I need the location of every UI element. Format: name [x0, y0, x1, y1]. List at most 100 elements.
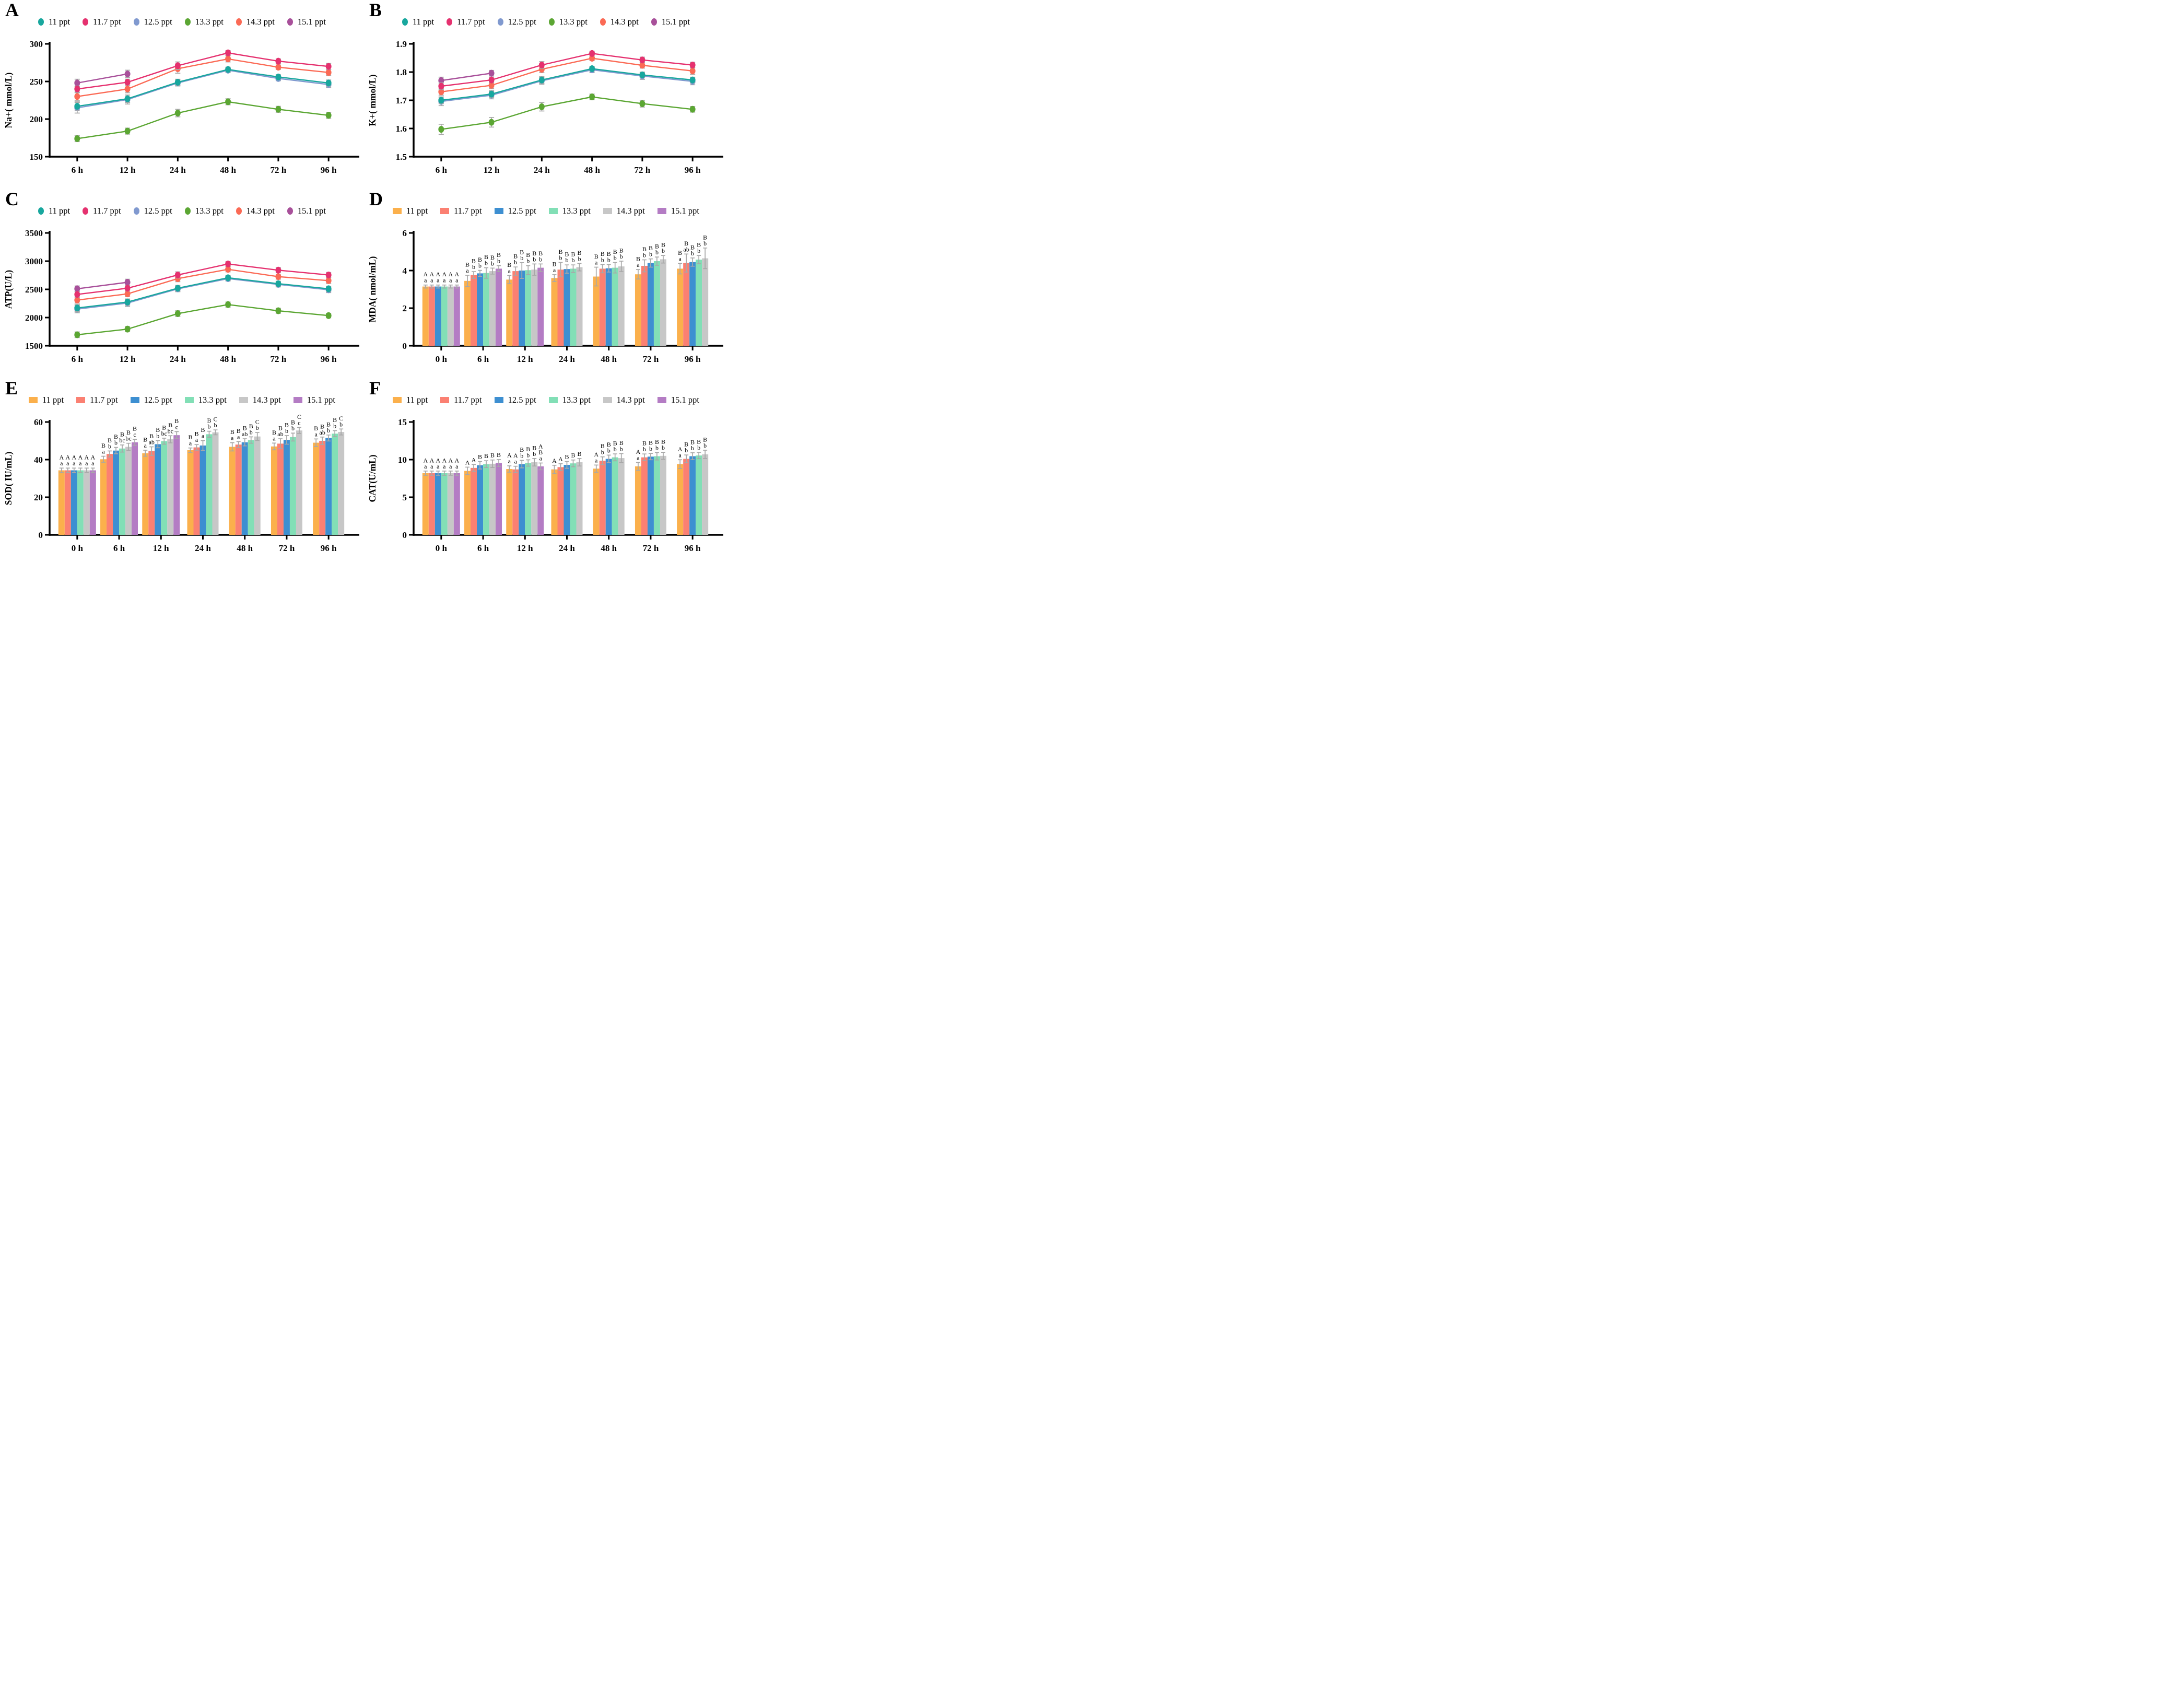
- bar-12.5ppt: [325, 438, 332, 535]
- k-line-chart: 1.5 1.6 1.7 1.8 1.9 K+( mmol/L) 6 h 12 h 24 h 48 …: [367, 39, 723, 175]
- stat-letter: b: [620, 253, 623, 260]
- panel-e-sod-bar-chart: E 11 ppt 11.7 ppt 12.5 ppt 13.3 ppt 14.3 ppt…: [0, 378, 364, 567]
- bar-12.5ppt: [605, 268, 612, 346]
- bar-14.3ppt: [660, 259, 666, 346]
- stat-letter: B: [607, 250, 611, 257]
- legend-label: 14.3 ppt: [616, 206, 645, 216]
- error-bar: [606, 264, 611, 273]
- error-bar: [436, 471, 440, 476]
- x-tick-label: 96 h: [685, 543, 701, 553]
- marker: [438, 77, 444, 84]
- bar-11.7ppt: [641, 457, 648, 535]
- mda-bar-chart: 0 2 4 6 MDA( nmol/mL) 0 h 6 h 12 h 24 h 48 h 72 h 9…: [367, 228, 723, 364]
- legend-row: 11 ppt 11.7 ppt 12.5 ppt 13.3 ppt 14.3 ppt 15…: [364, 17, 728, 27]
- x-tick-label: 72 h: [271, 165, 287, 175]
- stat-letter: A: [678, 446, 683, 453]
- bar-11ppt: [464, 471, 471, 535]
- error-bar: [684, 253, 689, 273]
- y-tick-label: 1.6: [396, 124, 407, 134]
- stat-letter: A: [59, 454, 64, 461]
- y-tick-label: 250: [30, 77, 43, 87]
- y-tick-label: 0: [39, 530, 43, 540]
- marker: [438, 97, 444, 104]
- marker: [174, 285, 181, 292]
- error-bar: [538, 462, 543, 471]
- marker: [275, 106, 281, 113]
- stat-letter: a: [508, 267, 511, 274]
- stat-letter: B: [520, 248, 524, 255]
- legend-label: 11 ppt: [42, 395, 64, 405]
- marker: [689, 106, 696, 113]
- marker: [639, 62, 645, 69]
- stat-letter: b: [539, 255, 542, 263]
- legend-item: 12.5 ppt: [130, 395, 172, 405]
- stat-letter: B: [526, 251, 530, 259]
- bar-14.3ppt: [531, 270, 538, 346]
- panel-letter-c: C: [5, 189, 19, 209]
- error-bar: [497, 459, 501, 467]
- marker: [174, 109, 181, 116]
- legend-dot-icon: [287, 18, 293, 26]
- x-tick-label: 48 h: [601, 354, 617, 364]
- stat-letter: a: [514, 458, 518, 465]
- stat-letter: A: [465, 459, 470, 466]
- stat-letter: B: [532, 250, 536, 257]
- marker: [124, 127, 131, 135]
- y-tick-label: 3500: [25, 228, 43, 238]
- legend-swatch-icon: [29, 397, 38, 403]
- legend-swatch-icon: [76, 397, 86, 403]
- bar-11ppt: [506, 279, 513, 346]
- stat-letter: a: [637, 454, 640, 461]
- marker: [124, 285, 131, 292]
- bar-13.3ppt: [248, 440, 254, 535]
- line-series-11ppt: [77, 68, 329, 107]
- stat-letter: A: [429, 456, 434, 464]
- error-bar: [59, 467, 64, 473]
- stat-letter: B: [571, 251, 575, 258]
- stat-letter: b: [578, 255, 581, 262]
- legend-dot-icon: [38, 18, 44, 26]
- y-tick-label: 2500: [25, 285, 43, 295]
- bar-11.7ppt: [512, 271, 519, 346]
- line-series-12.5ppt: [77, 278, 329, 310]
- legend-label: 12.5 ppt: [144, 17, 172, 27]
- figure-grid: A 11 ppt 11.7 ppt 12.5 ppt 13.3 ppt 14.3 ppt…: [0, 0, 728, 567]
- bar-12.5ppt: [435, 473, 441, 535]
- bar-11.7ppt: [683, 263, 690, 346]
- x-tick-label: 72 h: [635, 165, 651, 175]
- stat-letter: b: [601, 449, 604, 456]
- error-bar: [532, 263, 537, 276]
- x-tick-label: 24 h: [534, 165, 550, 175]
- stat-letter: B: [655, 243, 659, 250]
- legend-label: 11.7 ppt: [93, 206, 121, 216]
- legend-item: 12.5 ppt: [497, 17, 536, 27]
- stat-letter: a: [424, 277, 427, 284]
- stat-letter: B: [314, 425, 318, 432]
- legend-dot-icon: [600, 18, 606, 26]
- error-bar: [72, 467, 76, 473]
- legend-dot-icon: [133, 18, 139, 26]
- stat-letter: bc: [119, 437, 125, 444]
- error-bar: [600, 456, 605, 465]
- bar-11ppt: [551, 469, 558, 535]
- bar-14.3ppt: [489, 271, 496, 346]
- legend-swatch-icon: [440, 208, 450, 214]
- bar-11ppt: [551, 278, 558, 346]
- stat-letter: b: [691, 250, 694, 257]
- legend-dot-icon: [133, 207, 139, 215]
- y-tick-label: 40: [34, 455, 43, 465]
- error-bar: [697, 255, 701, 264]
- stat-letter: b: [697, 444, 700, 451]
- stat-letter: b: [703, 240, 707, 247]
- bar-11ppt: [229, 447, 236, 535]
- marker: [689, 67, 696, 75]
- marker: [225, 49, 231, 56]
- bar-11ppt: [187, 450, 194, 535]
- line-series-14.3ppt: [77, 58, 329, 97]
- legend-label: 13.3 ppt: [562, 395, 591, 405]
- marker: [589, 50, 595, 57]
- bar-11.7ppt: [277, 443, 284, 535]
- x-tick-label: 24 h: [170, 165, 186, 175]
- stat-letter: A: [423, 271, 428, 278]
- bar-11.7ppt: [428, 473, 435, 535]
